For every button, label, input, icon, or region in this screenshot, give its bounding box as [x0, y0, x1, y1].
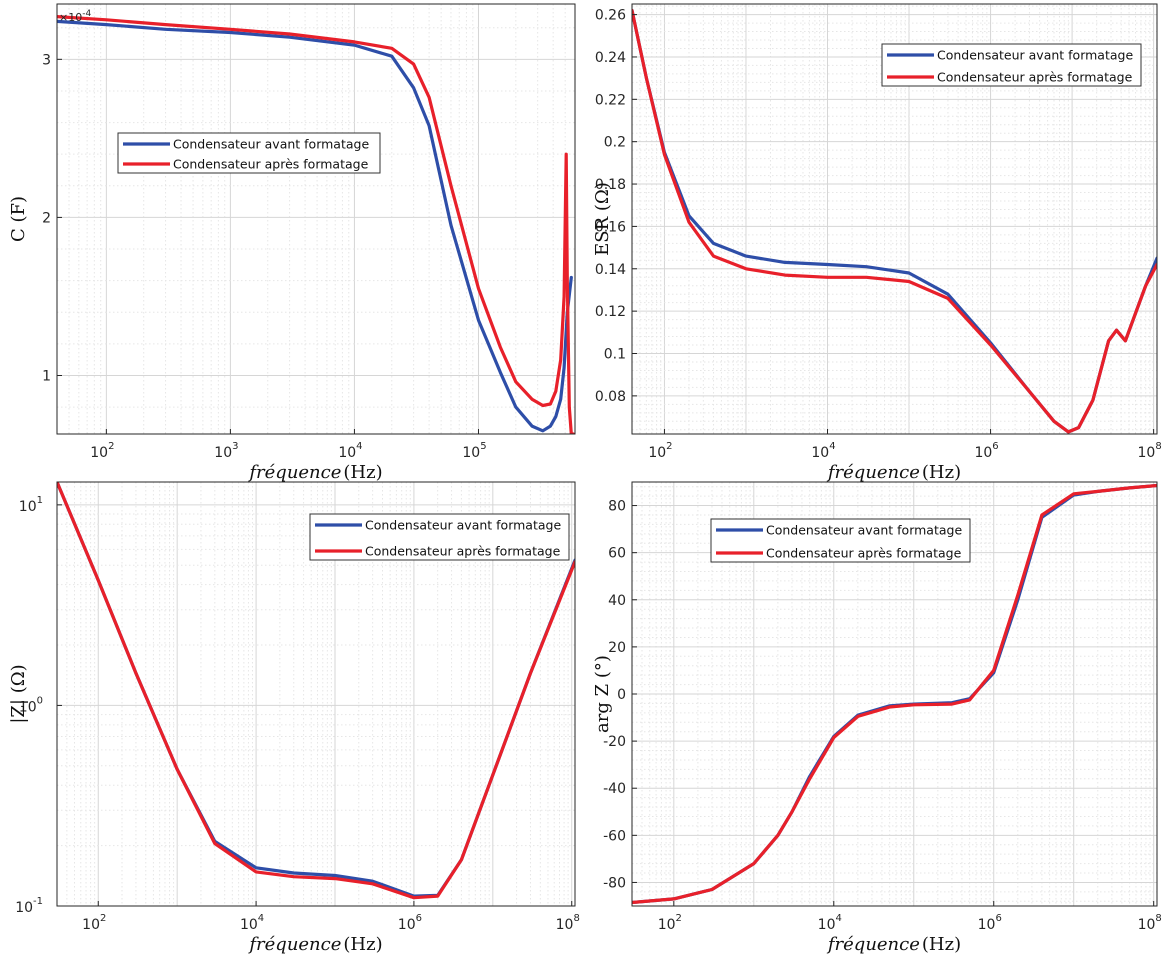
y-tick-label: 20 — [608, 640, 626, 656]
y-tick-label: 60 — [608, 546, 626, 562]
series-line-apres — [632, 483, 1157, 905]
x-tick-label: 103 — [214, 441, 238, 461]
y-tick-label: -40 — [603, 781, 626, 797]
y-tick-label: 0.22 — [595, 92, 626, 108]
x-tick-label: 104 — [811, 441, 835, 461]
series-line-apres — [57, 15, 575, 434]
y-tick-label: 101 — [19, 495, 43, 515]
x-tick-label: 105 — [462, 441, 486, 461]
x-tick-label: 106 — [978, 913, 1002, 933]
x-tick-label: 104 — [338, 441, 362, 461]
x-axis-label: fréquence (Hz) — [826, 462, 961, 483]
plot-area — [57, 4, 575, 434]
legend: Condensateur avant formatage Condensateur… — [309, 513, 570, 561]
y-tick-label: 40 — [608, 593, 626, 609]
legend-box — [117, 132, 381, 174]
y-tick-label: 0.24 — [595, 50, 626, 66]
chart-phase: 102 104 106 108 -80 -60 -40 -20 0 20 40 60 80 fréquen… — [592, 481, 1162, 955]
y-tick-label: 80 — [608, 499, 626, 515]
plot-frame — [56, 3, 576, 435]
x-tick-label: 102 — [648, 441, 672, 461]
y-tick-label: 0.2 — [604, 135, 626, 151]
y-tick-label: 0.26 — [595, 8, 626, 24]
legend-label-apres: Condensateur après formatage — [365, 544, 561, 559]
series-group — [632, 483, 1157, 905]
y-tick-label: 100 — [19, 695, 43, 715]
y-axis-label: |Z| (Ω) — [8, 664, 29, 723]
x-axis-label: fréquence (Hz) — [826, 934, 961, 955]
x-tick-label: 102 — [90, 441, 114, 461]
y-tick-label: 0.1 — [604, 347, 626, 363]
series-line-apres — [57, 482, 575, 900]
x-tick-label: 104 — [818, 913, 842, 933]
legend-label-avant: Condensateur avant formatage — [365, 518, 561, 533]
series-line-apres — [632, 8, 1157, 434]
y-tick-label: -60 — [603, 828, 626, 844]
y-axis-label: arg Z (°) — [592, 655, 613, 733]
legend-label-avant: Condensateur avant formatage — [173, 137, 369, 152]
y-tick-label: 10-1 — [15, 896, 43, 916]
y-tick-label: -80 — [603, 875, 626, 891]
y-tick-label: 2 — [42, 210, 51, 226]
legend-label-avant: Condensateur avant formatage — [766, 523, 962, 538]
y-tick-label: 1 — [42, 369, 51, 385]
chart-capacitance: 102 103 104 105 1 2 3 ×10-4 fréquence (Hz) C (F) Co… — [8, 3, 576, 483]
series-group — [57, 482, 575, 900]
y-axis-label: C (F) — [8, 196, 29, 242]
series-line-avant — [57, 19, 573, 433]
x-tick-label: 104 — [240, 913, 264, 933]
x-axis-label: fréquence (Hz) — [247, 462, 382, 483]
y-axis-label: ESR (Ω) — [592, 182, 613, 256]
y-tick-label: 0 — [617, 687, 626, 703]
plot-frame — [56, 481, 576, 907]
y-tick-label: 0.18 — [595, 177, 626, 193]
series-group — [57, 15, 575, 434]
x-tick-label: 102 — [82, 913, 106, 933]
x-tick-label: 102 — [658, 913, 682, 933]
legend: Condensateur avant formatage Condensateur… — [117, 132, 381, 174]
x-tick-label: 106 — [398, 913, 422, 933]
legend-box — [710, 518, 971, 563]
y-tick-label: 0.16 — [595, 219, 626, 235]
chart-impedance: 102 104 106 108 10-1 100 101 fréquence (Hz) |Z| (… — [8, 481, 580, 955]
legend-label-apres: Condensateur après formatage — [766, 546, 962, 561]
y-tick-label: 3 — [42, 52, 51, 68]
legend: Condensateur avant formatage Condensateur… — [881, 43, 1142, 87]
plot-frame — [631, 3, 1158, 435]
grid — [56, 4, 576, 434]
y-tick-label: -20 — [603, 734, 626, 750]
series-group — [632, 8, 1157, 434]
x-tick-label: 108 — [1138, 441, 1162, 461]
legend-label-avant: Condensateur avant formatage — [937, 48, 1133, 63]
y-tick-label: 0.14 — [595, 262, 626, 278]
legend: Condensateur avant formatage Condensateur… — [710, 518, 971, 563]
y-tick-label: 0.12 — [595, 304, 626, 320]
x-tick-label: 108 — [556, 913, 580, 933]
x-axis-label: fréquence (Hz) — [247, 934, 382, 955]
y-tick-label: 0.08 — [595, 389, 626, 405]
y-exponent-label: ×10-4 — [59, 9, 91, 24]
x-tick-label: 108 — [1138, 913, 1162, 933]
x-tick-label: 106 — [974, 441, 998, 461]
grid — [631, 482, 1157, 906]
grid — [631, 4, 1157, 434]
legend-label-apres: Condensateur après formatage — [173, 157, 369, 172]
legend-label-apres: Condensateur après formatage — [937, 70, 1133, 85]
legend-box — [881, 43, 1142, 87]
chart-esr: 102 104 106 108 0.08 0.1 0.12 0.14 0.16 0.18 0.2 0.… — [592, 3, 1162, 483]
